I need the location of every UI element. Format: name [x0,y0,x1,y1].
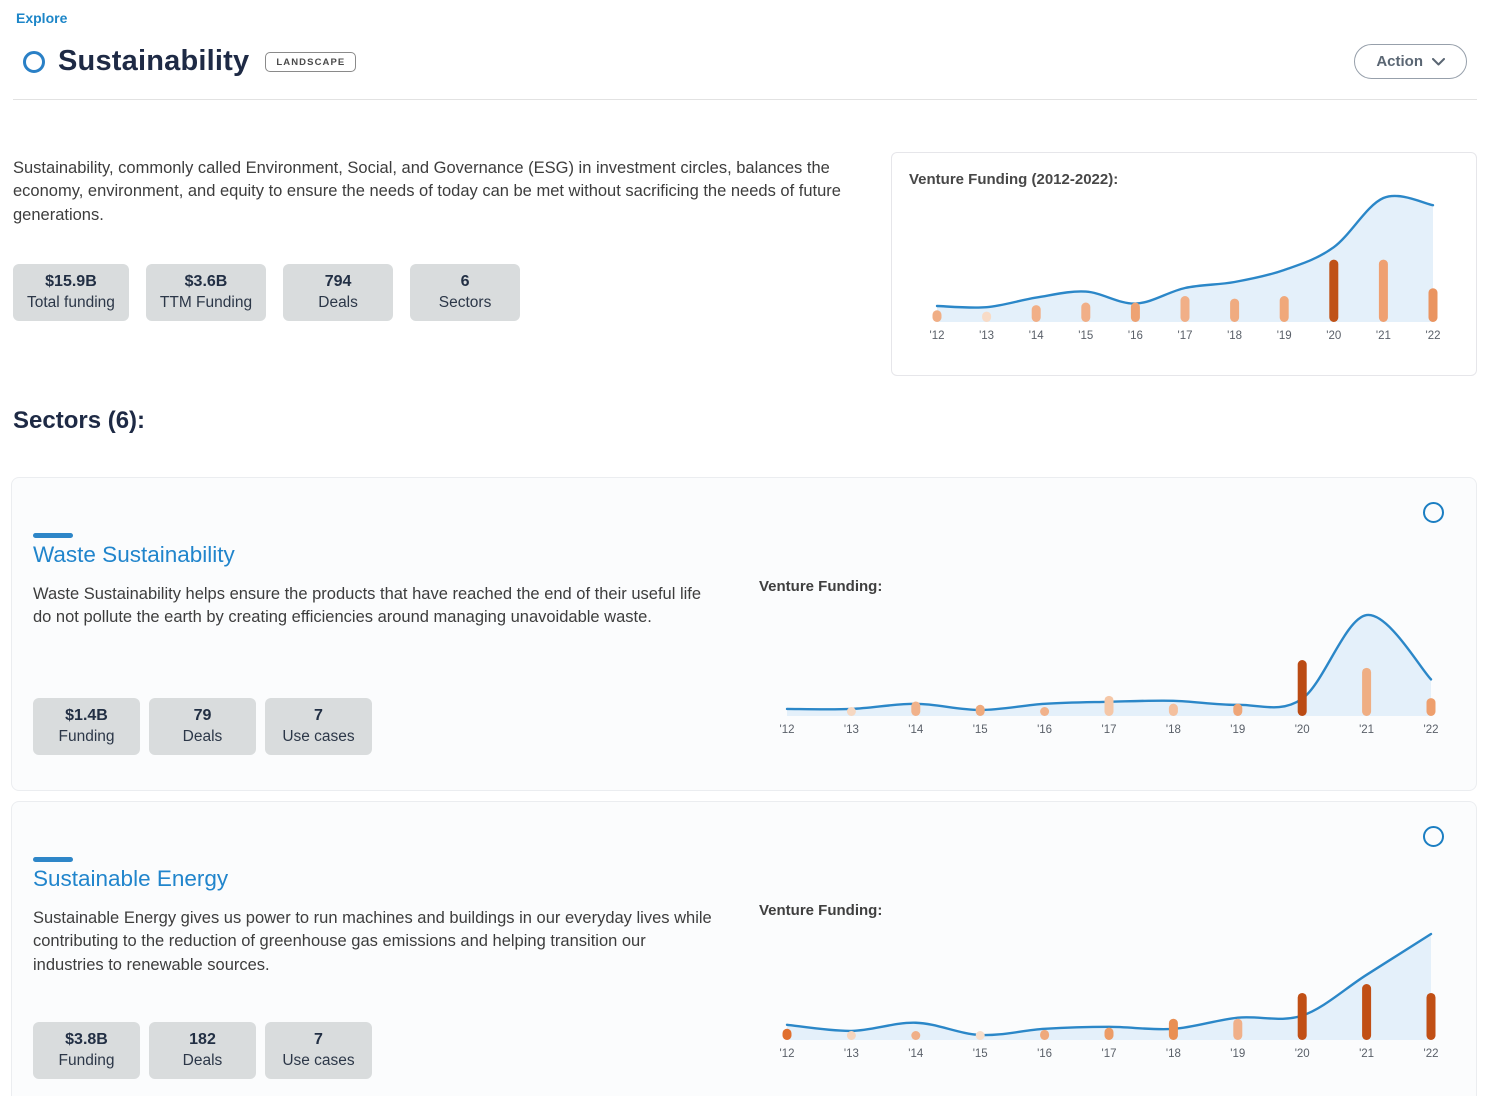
sector-title-link[interactable]: Waste Sustainability [33,542,235,567]
header-divider [13,99,1477,100]
svg-text:'17: '17 [1102,1048,1117,1060]
action-button[interactable]: Action [1354,44,1467,79]
svg-text:'14: '14 [908,1048,924,1060]
svg-text:'12: '12 [780,724,795,736]
landscape-description: Sustainability, commonly called Environm… [13,159,841,224]
breadcrumb-explore-link[interactable]: Explore [16,10,68,26]
overview-stats-row: $15.9B Total funding $3.6B TTM Funding 7… [13,264,863,322]
stat-funding: $1.4B Funding [33,698,140,755]
svg-text:'13: '13 [844,1048,859,1060]
stat-value: 7 [314,707,323,724]
stat-deals: 182 Deals [149,1022,256,1079]
stat-label: Funding [58,728,115,745]
page-header: Sustainability LANDSCAPE Action [23,44,1484,79]
svg-text:'14: '14 [908,724,924,736]
svg-text:'19: '19 [1230,1048,1245,1060]
stat-value: $15.9B [45,273,97,291]
svg-text:'18: '18 [1166,724,1181,736]
sector-chart-block: Venture Funding: '12'13'14'15'16'17'18'1… [759,578,1469,743]
venture-funding-chart-waste: '12 '13 '14 '15 '16 '17 '18 '19 '20 '21 '22 [780,613,1439,736]
stat-label: Sectors [438,294,492,312]
sector-accent-bar [33,857,73,862]
sector-select-radio[interactable] [1423,502,1444,523]
sector-card-waste-sustainability: Waste Sustainability Waste Sustainabilit… [11,477,1477,791]
sector-select-radio[interactable] [1423,826,1444,847]
svg-text:'16: '16 [1128,330,1143,342]
stat-label: Use cases [282,1052,355,1069]
sector-chart-block: Venture Funding: '12'13'14'15'16'17'18'1… [759,902,1469,1067]
svg-text:'15: '15 [1078,330,1093,342]
stat-value: $3.8B [65,1031,108,1048]
stat-ttm-funding: $3.6B TTM Funding [145,264,267,322]
stat-value: 7 [314,1031,323,1048]
svg-text:'14: '14 [1029,330,1045,342]
stat-label: Deals [182,728,223,745]
overview-section: Sustainability, commonly called Environm… [13,152,1477,376]
svg-text:'21: '21 [1376,330,1391,342]
topbar: Explore [0,0,1500,28]
svg-text:'20: '20 [1326,330,1341,342]
svg-text:'21: '21 [1359,724,1374,736]
action-button-label: Action [1376,53,1423,70]
svg-text:'20: '20 [1295,1048,1310,1060]
stat-total-funding: $15.9B Total funding [13,264,129,322]
stat-label: Deals [318,294,358,312]
stat-deals: 79 Deals [149,698,256,755]
stat-label: Deals [182,1052,223,1069]
svg-text:'12: '12 [930,330,945,342]
svg-text:'20: '20 [1295,724,1310,736]
sectors-heading: Sectors (6): [13,407,146,434]
svg-text:'19: '19 [1230,724,1245,736]
stat-value: 6 [460,273,470,291]
svg-text:'15: '15 [973,1048,988,1060]
stat-label: TTM Funding [159,294,253,312]
sector-stats-row: $3.8B Funding 182 Deals 7 Use cases [33,1022,372,1079]
svg-text:'16: '16 [1037,724,1052,736]
landscape-badge: LANDSCAPE [265,51,357,72]
overview-chart-card: Venture Funding (2012-2022): '12'13'14'1… [891,152,1477,376]
svg-text:'22: '22 [1426,330,1441,342]
overview-left-column: Sustainability, commonly called Environm… [13,152,863,376]
sector-card-sustainable-energy: Sustainable Energy Sustainable Energy gi… [11,801,1477,1096]
stat-value: $1.4B [65,707,108,724]
svg-text:'15: '15 [973,724,988,736]
stat-value: 79 [193,707,212,724]
stat-label: Use cases [282,728,355,745]
sector-chart-label: Venture Funding: [759,902,883,919]
overview-chart-title: Venture Funding (2012-2022): [909,171,1119,188]
svg-text:'18: '18 [1166,1048,1181,1060]
venture-funding-chart-overview: '12 '13 '14 '15 '16 '17 '18 '19 '20 '21 '22 [930,194,1441,342]
sector-chart-label: Venture Funding: [759,578,883,595]
svg-text:'17: '17 [1178,330,1193,342]
stat-use-cases: 7 Use cases [265,698,372,755]
svg-text:'16: '16 [1037,1048,1052,1060]
page-title: Sustainability [58,45,250,77]
svg-text:'13: '13 [844,724,859,736]
stat-funding: $3.8B Funding [33,1022,140,1079]
chevron-down-icon [1432,57,1445,65]
stat-value: 794 [324,273,352,291]
venture-funding-chart-energy: '12 '13 '14 '15 '16 '17 '18 '19 '20 '21 '22 [780,932,1439,1060]
svg-text:'19: '19 [1277,330,1292,342]
sector-description: Waste Sustainability helps ensure the pr… [33,585,702,627]
svg-text:'12: '12 [780,1048,795,1060]
stat-value: $3.6B [184,273,228,291]
stat-label: Total funding [27,294,115,312]
landscape-circle-icon [23,50,45,73]
stat-sectors: 6 Sectors [410,264,521,322]
svg-text:'13: '13 [979,330,994,342]
svg-text:'22: '22 [1424,1048,1439,1060]
stat-value: 182 [189,1031,216,1048]
sector-title-link[interactable]: Sustainable Energy [33,866,229,891]
stat-use-cases: 7 Use cases [265,1022,372,1079]
sector-description: Sustainable Energy gives us power to run… [33,909,712,974]
svg-text:'21: '21 [1359,1048,1374,1060]
svg-text:'18: '18 [1227,330,1242,342]
stat-label: Funding [58,1052,115,1069]
sector-stats-row: $1.4B Funding 79 Deals 7 Use cases [33,698,372,755]
svg-text:'17: '17 [1102,724,1117,736]
stat-deals: 794 Deals [283,264,394,322]
svg-text:'22: '22 [1424,724,1439,736]
sector-accent-bar [33,533,73,538]
